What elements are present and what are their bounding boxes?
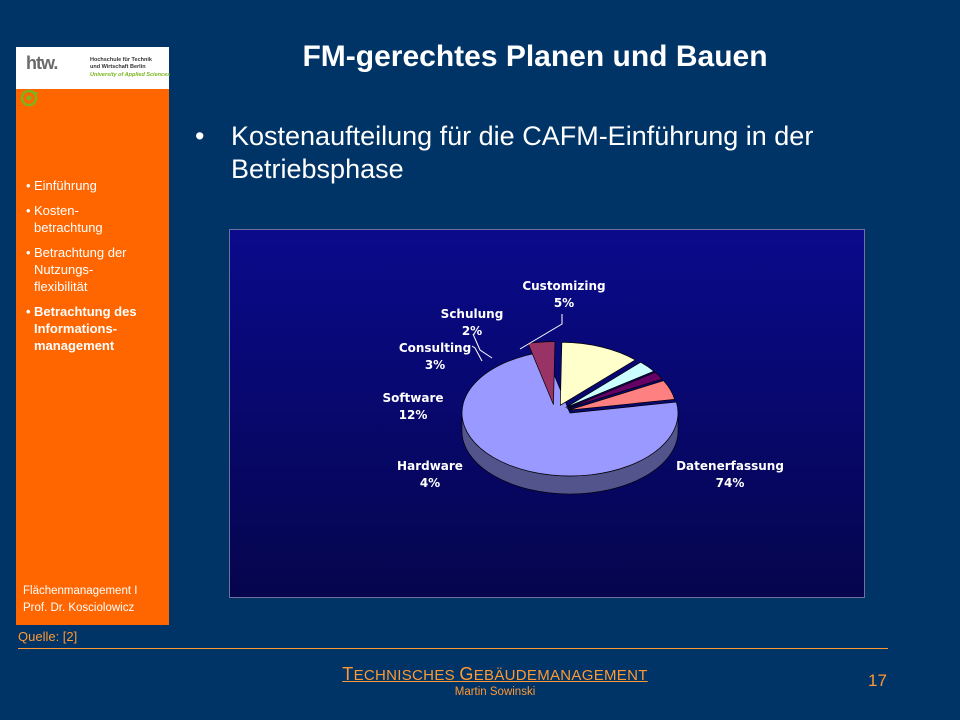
slice-label-consulting: Consulting <box>399 341 471 355</box>
footer-title-part-1: ECHNISCHES <box>353 667 460 684</box>
sidebar: htw. Hochschule für Technik und Wirtscha… <box>16 47 171 625</box>
bullet-icon: • <box>26 178 31 193</box>
sidebar-item-einfuehrung[interactable]: • Einführung <box>26 177 169 194</box>
slice-value-consulting: 3% <box>425 358 445 372</box>
cycle-icon <box>20 89 38 107</box>
main-bullet: • Kostenaufteilung für die CAFM-Einführu… <box>195 120 885 186</box>
slice-label-schulung: Schulung <box>441 307 504 321</box>
footer-title-cap-2: G <box>459 664 474 684</box>
sidebar-item-kostenbetrachtung[interactable]: • Kosten- betrachtung <box>26 202 169 236</box>
sidebar-item-label: Kosten- betrachtung <box>34 203 103 235</box>
footer-title[interactable]: TECHNISCHES GEBÄUDEMANAGEMENT <box>170 664 820 685</box>
bullet-icon: • <box>26 304 31 319</box>
slice-value-datenerfassung: 74% <box>716 476 745 490</box>
sidebar-item-informationsmanagement[interactable]: • Betrachtung des Informations- managemen… <box>26 303 169 354</box>
pie-chart: Datenerfassung 74% Hardware 4% Software 12% Co… <box>382 279 784 495</box>
sidebar-item-nutzungsflexibilitaet[interactable]: • Betrachtung der Nutzungs- flexibilität <box>26 244 169 295</box>
footer-author: Martin Sowinski <box>454 686 536 698</box>
pie-slice-customizing <box>568 380 676 411</box>
slice-label-datenerfassung: Datenerfassung <box>676 459 784 473</box>
logo-line-2: und Wirtschaft Berlin <box>90 64 146 70</box>
leader-line-schulung <box>472 333 493 359</box>
pie-slice-consulting <box>565 361 655 408</box>
pie-slice-hardware <box>527 341 556 405</box>
slice-value-hardware: 4% <box>420 476 440 490</box>
footer-title-cap-1: T <box>342 664 354 684</box>
sidebar-item-label: Betrachtung der Nutzungs- flexibilität <box>34 245 127 294</box>
slice-label-software: Software <box>382 391 443 405</box>
bullet-icon: • <box>195 121 205 151</box>
sidebar-item-label: Einführung <box>34 178 97 193</box>
course-name: Flächenmanagement I <box>23 585 138 597</box>
main-bullet-text: Kostenaufteilung für die CAFM-Einführung… <box>231 121 814 184</box>
footer: TECHNISCHES GEBÄUDEMANAGEMENT Martin Sow… <box>170 664 820 698</box>
pie-slice-software <box>559 341 637 406</box>
sidebar-nav: • Einführung • Kosten- betrachtung • Betrac… <box>26 177 169 362</box>
logo: htw. Hochschule für Technik und Wirtscha… <box>16 47 171 89</box>
slice-label-customizing: Customizing <box>522 279 605 293</box>
slice-value-schulung: 2% <box>462 324 482 338</box>
leader-line-customizing <box>519 314 563 350</box>
slice-label-hardware: Hardware <box>397 459 463 473</box>
logo-mark: htw. <box>26 53 58 73</box>
page-title: FM-gerechtes Planen und Bauen <box>302 40 768 73</box>
logo-line-3: University of Applied Sciences <box>90 72 171 78</box>
slice-value-customizing: 5% <box>554 296 574 310</box>
divider <box>18 648 888 649</box>
pie-slice-datenerfassung <box>461 351 679 477</box>
professor-name: Prof. Dr. Kosciolowicz <box>23 602 135 614</box>
source-note: Quelle: [2] <box>18 629 78 644</box>
sidebar-item-label: Betrachtung des Informations- management <box>34 304 137 353</box>
course-info: Flächenmanagement I Prof. Dr. Kosciolowi… <box>23 583 137 617</box>
pie-slice-schulung <box>566 371 663 409</box>
bullet-icon: • <box>26 245 31 260</box>
logo-line-1: Hochschule für Technik <box>90 57 152 63</box>
pie-chart-panel: Datenerfassung 74% Hardware 4% Software 12% Co… <box>229 229 865 598</box>
bullet-icon: • <box>26 203 31 218</box>
leader-line-consulting <box>471 345 483 362</box>
slice-value-software: 12% <box>399 408 428 422</box>
page-number: 17 <box>868 671 887 690</box>
footer-title-part-2: EBÄUDEMANAGEMENT <box>473 667 648 684</box>
